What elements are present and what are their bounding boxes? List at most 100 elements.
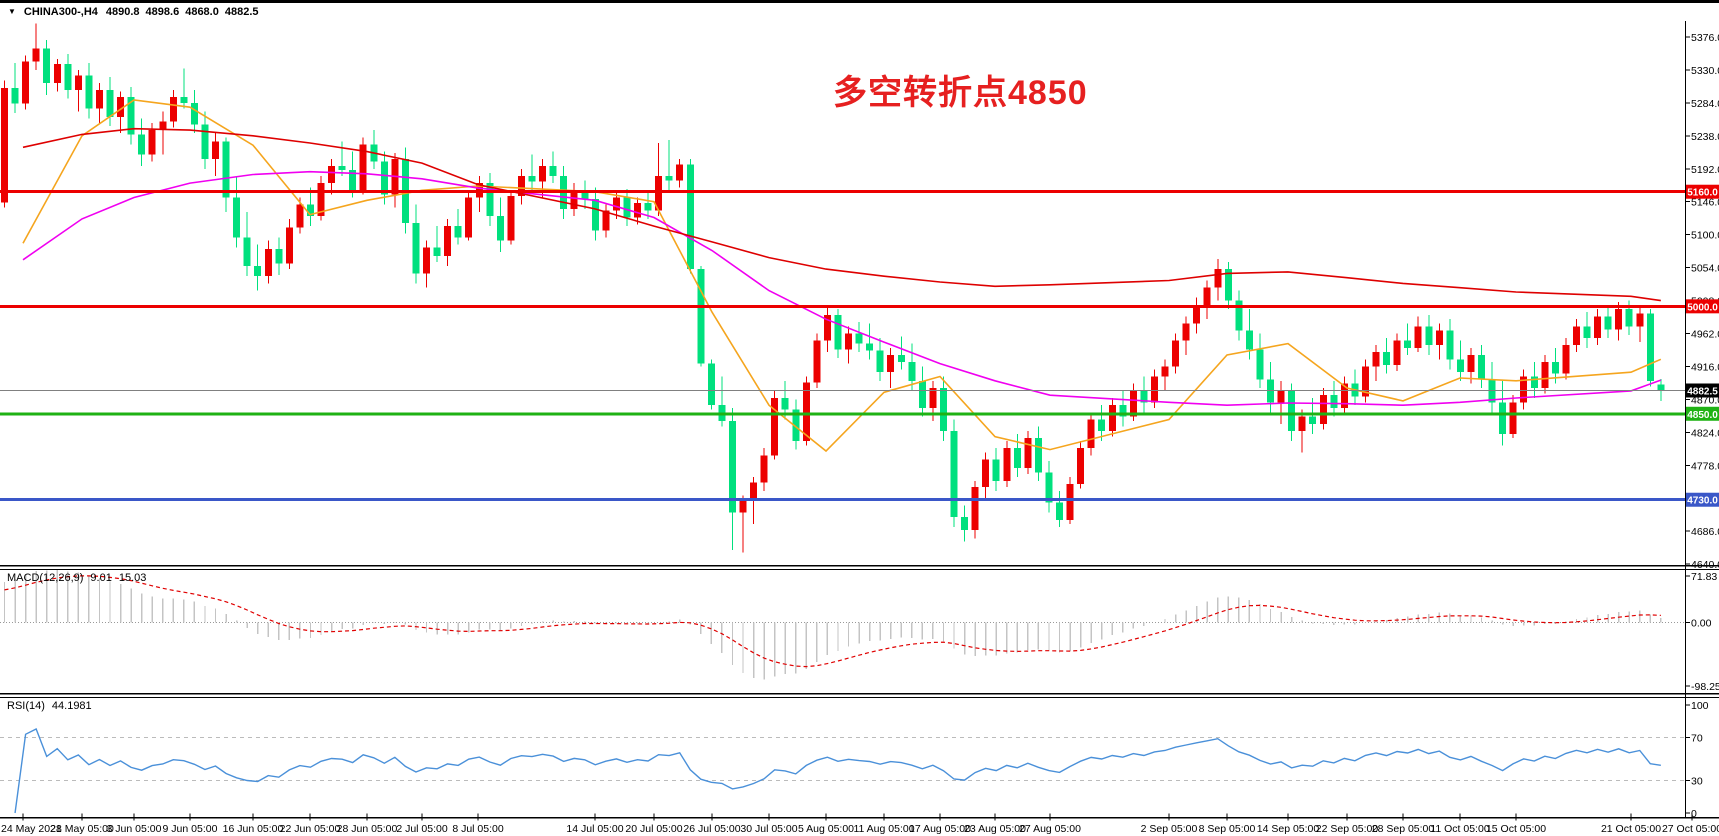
time-tick-label: 22 Sep 05:00 — [1316, 823, 1379, 835]
candle — [370, 130, 378, 169]
chart-frame — [0, 21, 1719, 819]
candle — [74, 69, 82, 112]
candle — [1509, 395, 1517, 439]
ma-fast-orange — [22, 99, 1662, 453]
candle — [634, 197, 641, 225]
time-tick-label: 28 May 05:00 — [50, 823, 114, 835]
candle — [549, 151, 557, 184]
ohlc-high: 4898.6 — [145, 6, 180, 18]
candle — [570, 183, 578, 217]
candle — [1003, 440, 1011, 487]
candle — [1108, 398, 1116, 437]
symbol-dropdown-icon[interactable]: ▼ — [8, 7, 16, 16]
rsi-value: 44.1981 — [51, 700, 92, 712]
candle — [180, 68, 188, 109]
price-tick-label: 5330.0 — [1691, 65, 1719, 77]
candle — [718, 376, 726, 427]
candle — [908, 343, 916, 391]
rsi-axis-label: 30 — [1691, 776, 1703, 788]
candle — [1193, 297, 1201, 334]
candle — [623, 188, 631, 227]
price-tick-label: 5192.0 — [1691, 164, 1719, 176]
candle — [1340, 376, 1348, 414]
candle — [1351, 369, 1359, 406]
candle — [1024, 430, 1032, 474]
candle — [1383, 337, 1391, 374]
candle — [1098, 405, 1106, 441]
candles-layer — [1, 23, 1665, 553]
candle — [212, 132, 219, 176]
candle — [423, 240, 430, 288]
candle — [1615, 302, 1623, 341]
candle — [792, 399, 800, 450]
rsi-name: RSI(14) — [7, 700, 45, 712]
price-label-4850: 4850.0 — [1686, 406, 1719, 421]
rsi-axis-label: 0 — [1691, 808, 1697, 820]
candle — [1140, 376, 1148, 413]
macd-panel: 71.83 0.00 -98.25 — [0, 570, 1719, 693]
candle — [1298, 409, 1306, 453]
candle — [1657, 378, 1665, 401]
candle — [1182, 316, 1190, 356]
candle — [802, 376, 810, 446]
time-tick-label: 16 Jun 05:00 — [223, 823, 284, 835]
rsi-line — [14, 728, 1661, 814]
candle — [391, 153, 399, 208]
candle — [1172, 333, 1180, 374]
price-tick-label: 5100.0 — [1691, 230, 1719, 242]
candle — [1488, 362, 1496, 413]
candle — [939, 376, 947, 441]
time-tick-label: 22 Jun 05:00 — [280, 823, 341, 835]
price-label-5160: 5160.0 — [1686, 184, 1719, 199]
candle — [1045, 461, 1053, 513]
candle — [1478, 345, 1485, 388]
candle — [1414, 316, 1422, 353]
candle — [760, 448, 768, 492]
candle — [444, 218, 452, 267]
time-tick-label: 24 May 2021 — [1, 823, 62, 835]
price-tick-label: 5054.0 — [1691, 263, 1719, 275]
candle — [982, 452, 990, 499]
price-tick-label: 5146.0 — [1691, 197, 1719, 209]
candle — [380, 151, 388, 205]
candle — [1, 80, 8, 208]
candle — [697, 266, 705, 367]
chart-canvas[interactable]: 5376.0 5330.0 5284.0 5238.0 5192.0 5146.0 5100… — [0, 3, 1719, 836]
candle — [1425, 314, 1433, 356]
price-tick-label: 4824.0 — [1691, 427, 1719, 439]
candle — [201, 111, 209, 169]
candle — [412, 204, 420, 284]
candle — [22, 55, 30, 110]
candle — [918, 366, 926, 417]
annotation-text: 多空转折点4850 — [833, 74, 1088, 112]
candle — [285, 218, 293, 270]
macd-axis-label: 71.83 — [1691, 571, 1717, 583]
candle — [992, 448, 1000, 492]
candle — [728, 408, 736, 550]
time-tick-label: 14 Sep 05:00 — [1257, 823, 1320, 835]
candle — [813, 333, 821, 388]
candle — [1277, 380, 1285, 424]
candle — [1393, 333, 1401, 371]
macd-signal-value: 15.03 — [118, 572, 147, 584]
candle — [138, 118, 146, 166]
candle — [359, 137, 367, 195]
candle — [676, 158, 684, 188]
macd-name: MACD(12,26,9) — [7, 572, 84, 584]
ma-slow-red — [22, 127, 1661, 302]
price-tick-label: 4778.0 — [1691, 460, 1719, 472]
candle — [32, 23, 40, 70]
candle — [11, 62, 19, 113]
time-tick-label: 11 Oct 05:00 — [1430, 823, 1490, 835]
candle — [1056, 491, 1063, 527]
rsi-axis-label: 100 — [1691, 700, 1709, 712]
candle — [665, 140, 673, 191]
candle — [845, 326, 852, 364]
candle — [1256, 333, 1264, 388]
candle — [496, 197, 504, 252]
candle — [264, 240, 272, 284]
candle — [1646, 309, 1654, 387]
ohlc-low: 4868.0 — [185, 6, 219, 18]
candle — [1404, 323, 1412, 356]
candle — [1467, 347, 1475, 384]
